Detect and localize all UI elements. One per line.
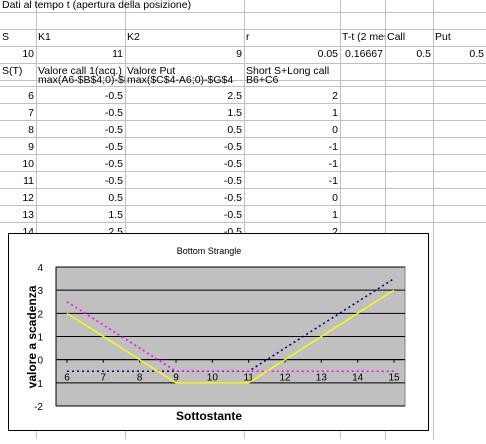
param-value-2[interactable]: 9 [236, 48, 242, 60]
table-row-cell[interactable]: 12 [22, 192, 34, 204]
x-tick-label: 9 [173, 373, 179, 384]
param-header-5[interactable]: Call [387, 31, 406, 43]
table-row-cell[interactable]: -1 [328, 175, 338, 187]
chart-object[interactable]: Bottom Strangle -2 -1 0 1 2 3 4 6 7 8 9 10 11 12 13 14 1… [8, 233, 429, 431]
table-header-0[interactable]: S(T) [2, 65, 23, 77]
series-line-2 [66, 289, 395, 384]
y-tick-label: -2 [34, 402, 43, 413]
table-row-cell[interactable]: -0.5 [104, 158, 123, 170]
y-tick-label: -1 [34, 379, 43, 390]
x-axis-label: Sottostante [176, 409, 242, 423]
table-row-cell[interactable]: -0.5 [223, 141, 242, 153]
table-row-cell[interactable]: -1 [328, 141, 338, 153]
table-row-cell[interactable]: 9 [28, 141, 34, 153]
param-header-1[interactable]: K1 [38, 31, 51, 43]
table-row-cell[interactable]: 1 [332, 107, 338, 119]
param-header-2[interactable]: K2 [127, 31, 140, 43]
table-row-cell[interactable]: -1 [328, 158, 338, 170]
x-tick-label: 7 [101, 373, 107, 384]
table-row-cell[interactable]: -0.5 [223, 209, 242, 221]
param-value-3[interactable]: 0.05 [317, 48, 338, 60]
y-tick-label: 4 [37, 263, 43, 274]
table-row-cell[interactable]: -0.5 [104, 141, 123, 153]
y-axis-label: valore a scadenza [25, 285, 39, 388]
table-row-cell[interactable]: 7 [28, 107, 34, 119]
x-tick-label: 8 [137, 373, 143, 384]
x-tick-label: 11 [243, 373, 254, 384]
table-row-cell[interactable]: 1.5 [108, 209, 123, 221]
table-row-cell[interactable]: 10 [22, 158, 34, 170]
table-row-cell[interactable]: 0 [332, 192, 338, 204]
table-row-cell[interactable]: -0.5 [104, 175, 123, 187]
formula-cell-2[interactable]: B6+C6 [246, 74, 279, 86]
table-row-cell[interactable]: 2.5 [227, 90, 242, 102]
table-row-cell[interactable]: 13 [22, 209, 34, 221]
table-header-2[interactable]: Valore Put [127, 65, 176, 77]
table-row-cell[interactable]: 0.5 [227, 124, 242, 136]
table-row-cell[interactable]: 1.5 [227, 107, 242, 119]
param-header-6[interactable]: Put [435, 31, 451, 43]
y-tick-label: 1 [37, 333, 43, 344]
x-tick-label: 15 [388, 373, 400, 384]
table-row-cell[interactable]: 11 [23, 175, 34, 187]
table-row-cell[interactable]: -0.5 [223, 158, 242, 170]
table-row-cell[interactable]: 6 [28, 90, 34, 102]
table-row-cell[interactable]: 14 [22, 226, 34, 238]
table-header-1[interactable]: Valore call 1(acq.) [38, 65, 122, 77]
chart-title: Bottom Strangle [177, 246, 242, 256]
param-value-5[interactable]: 0.5 [416, 48, 431, 60]
y-tick-label: 0 [37, 356, 43, 367]
table-row-cell[interactable]: 0 [332, 124, 338, 136]
table-row-cell[interactable]: 0.5 [108, 192, 123, 204]
param-value-6[interactable]: 0.5 [469, 48, 484, 60]
x-tick-label: 6 [64, 373, 70, 384]
x-tick-label: 13 [316, 373, 328, 384]
table-row-cell[interactable]: -0.5 [104, 90, 123, 102]
param-header-3[interactable]: r [246, 31, 250, 43]
y-tick-label: 3 [37, 286, 43, 297]
table-header-3[interactable]: Short S+Long call [246, 65, 330, 77]
table-row-cell[interactable]: -0.5 [223, 175, 242, 187]
table-row-cell[interactable]: -0.5 [223, 192, 242, 204]
formula-cell-1[interactable]: max($C$4-A6;0)-$G$4 [127, 74, 234, 86]
param-value-0[interactable]: 10 [22, 48, 34, 60]
x-tick-label: 10 [207, 373, 219, 384]
sheet-title[interactable]: Dati al tempo t (apertura della posizion… [2, 0, 192, 11]
table-row-cell[interactable]: -0.5 [104, 124, 123, 136]
table-row-cell[interactable]: 2 [332, 226, 338, 238]
table-row-cell[interactable]: 2 [332, 90, 338, 102]
x-tick-label: 12 [279, 373, 291, 384]
param-header-4[interactable]: T-t (2 mesi) [342, 31, 385, 43]
table-row-cell[interactable]: -0.5 [104, 107, 123, 119]
table-row-cell[interactable]: 8 [28, 124, 34, 136]
y-tick-label: 2 [37, 309, 43, 320]
param-value-1[interactable]: 11 [112, 48, 123, 60]
x-tick-label: 14 [352, 373, 364, 384]
formula-cell-0[interactable]: max(A6-$B$4;0)-$F$4 [38, 74, 125, 86]
param-value-4[interactable]: 0.16667 [345, 48, 383, 60]
table-row-cell[interactable]: 1 [332, 209, 338, 221]
param-header-0[interactable]: S [2, 31, 10, 43]
